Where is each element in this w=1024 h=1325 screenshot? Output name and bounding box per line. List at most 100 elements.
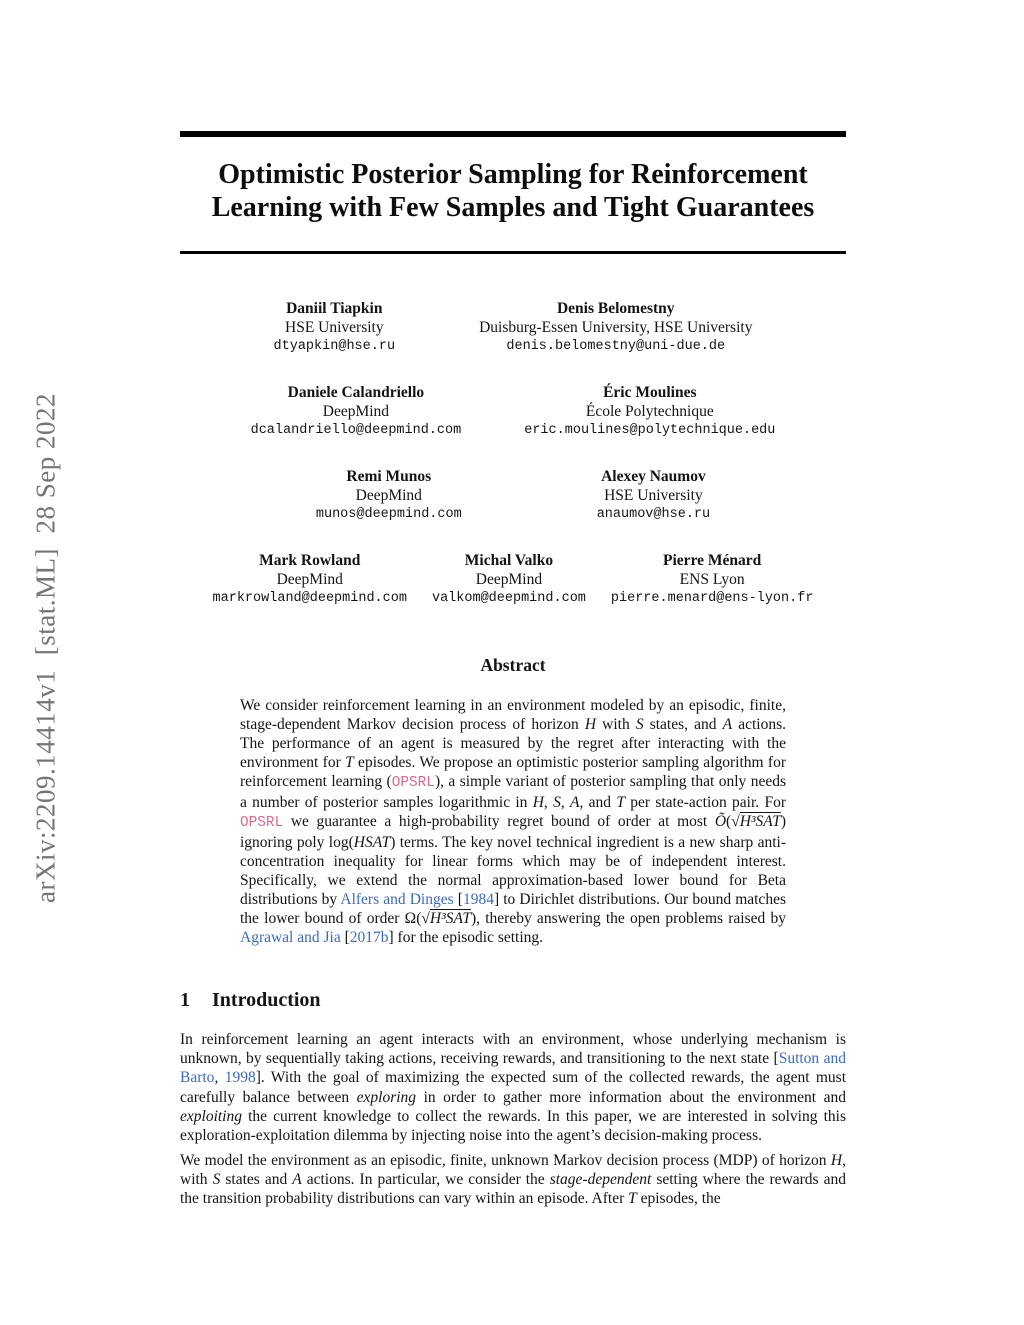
author-name: Daniil Tiapkin xyxy=(286,300,383,317)
author-row: Daniil Tiapkin HSE University dtyapkin@hse… xyxy=(180,300,846,356)
text-segment: T xyxy=(616,794,625,811)
abstract-text: We consider reinforcement learning in an… xyxy=(240,696,786,947)
text-segment: actions. The performance of an agent is … xyxy=(240,716,786,771)
author-block: Michal Valko DeepMind valkom@deepmind.com xyxy=(432,552,586,608)
text-segment: ) terms. The key novel technical ingredi… xyxy=(240,834,786,908)
author-block: Alexey Naumov HSE University anaumov@hse.r… xyxy=(597,468,710,524)
author-list: Daniil Tiapkin HSE University dtyapkin@hse… xyxy=(180,300,846,636)
intro-paragraph-2: We model the environment as an episodic,… xyxy=(180,1151,846,1209)
author-name: Mark Rowland xyxy=(259,552,361,569)
author-email: denis.belomestny@uni-due.de xyxy=(506,339,726,354)
author-name: Pierre Ménard xyxy=(663,552,762,569)
text-segment: H xyxy=(830,1152,843,1169)
author-name: Daniele Calandriello xyxy=(287,384,425,401)
author-email: dcalandriello@deepmind.com xyxy=(250,423,462,438)
text-segment: We model the environment as an episodic,… xyxy=(180,1152,831,1169)
title-rule xyxy=(180,251,846,254)
author-block: Daniil Tiapkin HSE University dtyapkin@hse… xyxy=(274,300,396,356)
text-segment: T xyxy=(345,754,354,771)
author-block: Éric Moulines École Polytechnique eric.mou… xyxy=(524,384,775,440)
text-segment: ), a simple variant of posterior samplin… xyxy=(240,773,786,811)
author-block: Mark Rowland DeepMind markrowland@deepmind… xyxy=(213,552,407,608)
text-segment: [ xyxy=(453,891,463,908)
text-segment: [ xyxy=(340,929,350,946)
author-affiliation: HSE University xyxy=(604,487,703,504)
text-segment: stage-dependent xyxy=(549,1171,652,1189)
section-title: Introduction xyxy=(212,989,321,1011)
citation-link[interactable]: Sutton and Barto xyxy=(180,1050,846,1087)
intro-paragraph-1: In reinforcement learning an agent inter… xyxy=(180,1030,846,1145)
author-name: Michal Valko xyxy=(464,552,554,569)
text-segment: setting where the rewards and the transi… xyxy=(180,1171,846,1208)
author-block: Denis Belomestny Duisburg-Essen Universit… xyxy=(479,300,752,356)
author-affiliation: École Polytechnique xyxy=(585,403,714,420)
author-affiliation: DeepMind xyxy=(322,403,390,420)
top-rule xyxy=(180,131,846,137)
text-segment: states and xyxy=(220,1171,293,1189)
text-segment: A xyxy=(292,1171,302,1189)
citation-link[interactable]: 2017b xyxy=(349,929,389,946)
author-affiliation: ENS Lyon xyxy=(679,571,745,588)
citation-link[interactable]: 1998 xyxy=(224,1069,256,1087)
arxiv-watermark: arXiv:2209.14414v1 [stat.ML] 28 Sep 2022 xyxy=(30,393,61,903)
text-segment: H xyxy=(584,716,597,733)
text-segment: S xyxy=(635,716,644,733)
author-affiliation: HSE University xyxy=(285,319,384,336)
author-block: Daniele Calandriello DeepMind dcalandriell… xyxy=(251,384,462,440)
text-segment: , xyxy=(543,794,554,811)
text-segment: H³SAT xyxy=(429,910,471,927)
citation-link[interactable]: Agrawal and Jia xyxy=(240,929,341,946)
text-segment: exploring xyxy=(356,1088,417,1106)
text-segment: HSAT xyxy=(353,834,391,851)
text-segment: T xyxy=(628,1190,637,1208)
author-affiliation: DeepMind xyxy=(475,571,543,588)
text-segment: Õ xyxy=(714,813,727,830)
author-name: Denis Belomestny xyxy=(556,300,675,317)
author-row: Remi Munos DeepMind munos@deepmind.com Alex… xyxy=(180,468,846,524)
text-segment: ) ignoring poly log( xyxy=(240,813,786,851)
text-segment: episodes, the xyxy=(636,1190,721,1208)
citation-link[interactable]: Alfers and Dinges xyxy=(340,891,454,908)
author-block: Pierre Ménard ENS Lyon pierre.menard@ens-l… xyxy=(611,552,814,608)
author-row: Mark Rowland DeepMind markrowland@deepmind… xyxy=(180,552,846,608)
author-email: munos@deepmind.com xyxy=(315,507,462,522)
text-segment: per state-action pair. For xyxy=(624,794,786,811)
text-segment: we guarantee a high-probability regret b… xyxy=(283,813,715,830)
text-segment: ]. With the goal of maximizing the expec… xyxy=(180,1069,847,1106)
author-email: valkom@deepmind.com xyxy=(431,591,586,606)
text-segment: , xyxy=(560,794,571,811)
text-segment: S xyxy=(212,1171,221,1189)
citation-link[interactable]: 1984 xyxy=(462,891,494,908)
text-segment: with xyxy=(596,716,636,733)
author-email: markrowland@deepmind.com xyxy=(212,591,407,606)
text-segment: H³SAT xyxy=(739,813,781,830)
author-email: anaumov@hse.ru xyxy=(596,507,711,522)
text-segment: We consider reinforcement learning in an… xyxy=(240,697,786,733)
algorithm-name: OPSRL xyxy=(240,815,284,831)
author-email: dtyapkin@hse.ru xyxy=(273,339,396,354)
author-block: Remi Munos DeepMind munos@deepmind.com xyxy=(316,468,462,524)
author-affiliation: Duisburg-Essen University, HSE Universit… xyxy=(479,319,753,336)
author-row: Daniele Calandriello DeepMind dcalandriell… xyxy=(180,384,846,440)
author-affiliation: DeepMind xyxy=(355,487,422,504)
author-email: eric.moulines@polytechnique.edu xyxy=(524,423,776,438)
abstract-heading: Abstract xyxy=(480,655,546,675)
author-affiliation: DeepMind xyxy=(276,571,343,588)
text-segment: In reinforcement learning an agent inter… xyxy=(180,1031,846,1068)
author-name: Alexey Naumov xyxy=(601,468,706,485)
paper-title-line-1: Optimistic Posterior Sampling for Reinfo… xyxy=(218,159,808,190)
text-segment: ), thereby answering the open problems r… xyxy=(470,910,786,927)
text-segment: ] for the episodic setting. xyxy=(388,929,544,946)
text-segment: states, and xyxy=(643,716,723,733)
text-segment: in order to gather more information abou… xyxy=(416,1088,846,1106)
section-heading-introduction: 1 Introduction xyxy=(180,989,846,1012)
text-segment: the current knowledge to collect the rew… xyxy=(180,1107,846,1145)
paper-title-line-2: Learning with Few Samples and Tight Guar… xyxy=(211,192,815,223)
text-segment: exploiting xyxy=(180,1107,242,1125)
text-segment: actions. In particular, we consider the xyxy=(301,1171,550,1189)
text-segment: , xyxy=(214,1069,225,1087)
text-segment: S xyxy=(553,794,561,811)
text-segment: episodes. We propose an optimistic poste… xyxy=(240,754,786,790)
author-email: pierre.menard@ens-lyon.fr xyxy=(610,591,814,606)
